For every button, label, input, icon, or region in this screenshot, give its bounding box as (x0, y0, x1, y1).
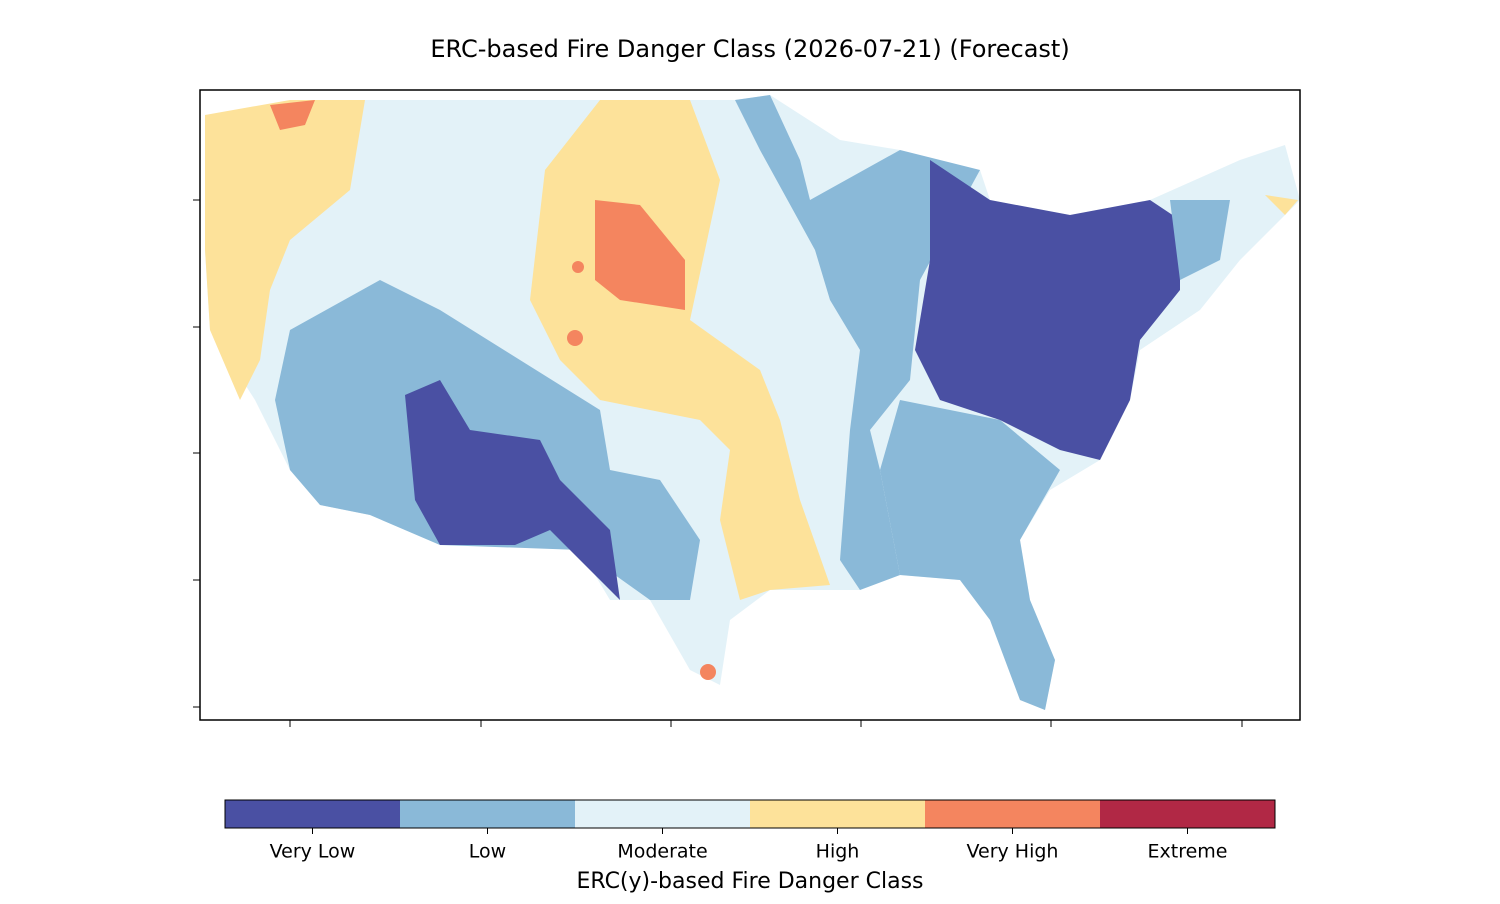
region (915, 160, 1180, 460)
colorbar-frame (224, 799, 1276, 829)
colorbar-tick-label: Very High (967, 841, 1059, 863)
colorbar-tick-label: Extreme (1148, 841, 1228, 863)
region (270, 100, 315, 130)
colorbar-swatch (925, 800, 1100, 828)
colorbar-tick-label: High (816, 841, 860, 863)
region (572, 261, 584, 273)
colorbar-swatch (750, 800, 925, 828)
chart-title: ERC-based Fire Danger Class (2026-07-21)… (430, 35, 1069, 63)
region (1170, 200, 1230, 280)
map (205, 95, 1300, 710)
region (700, 664, 716, 680)
region (735, 95, 980, 590)
axis-ticks (193, 199, 1243, 727)
colorbar-swatch (225, 800, 400, 828)
region (880, 400, 1060, 710)
region (595, 200, 685, 310)
map-frame (199, 89, 1301, 721)
colorbar: Very Low Low Moderate High Very High Extreme (224, 799, 1276, 863)
colorbar-swatch (1100, 800, 1275, 828)
region (205, 100, 365, 400)
region (405, 380, 620, 600)
colorbar-swatch (575, 800, 750, 828)
region (1265, 195, 1298, 215)
region (567, 330, 583, 346)
colorbar-tick-label: Very Low (270, 841, 356, 863)
colorbar-tick-label: Moderate (617, 841, 707, 863)
colorbar-tick-label: Low (469, 841, 506, 863)
colorbar-label: ERC(y)-based Fire Danger Class (576, 869, 923, 894)
colorbar-swatch (400, 800, 575, 828)
